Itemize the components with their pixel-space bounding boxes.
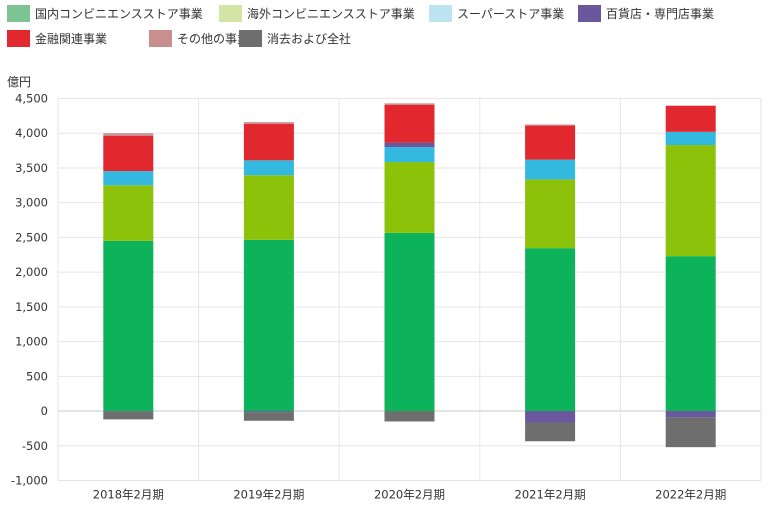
y-tick-label: 3,000	[15, 196, 48, 210]
legend-label: 百貨店・専門店事業	[606, 6, 714, 21]
bar-segment	[525, 179, 576, 249]
x-tick-label: 2019年2月期	[233, 488, 304, 502]
x-tick-label: 2020年2月期	[374, 488, 445, 502]
bar-segment	[525, 248, 576, 412]
legend-label: 海外コンビニエンスストア事業	[247, 6, 415, 21]
bar-segment	[525, 411, 576, 423]
y-axis-unit-label: 億円	[7, 75, 31, 89]
x-tick-label: 2018年2月期	[93, 488, 164, 502]
bar-segment	[103, 240, 154, 412]
legend-label: 金融関連事業	[35, 31, 107, 46]
x-tick-label: 2022年2月期	[655, 488, 726, 502]
bar-segment	[384, 104, 435, 143]
legend-swatch	[219, 5, 242, 22]
bar-segment	[243, 122, 294, 124]
bar-segment	[665, 256, 716, 412]
bars	[103, 103, 716, 448]
bar-segment	[243, 175, 294, 240]
bar-segment	[525, 125, 576, 160]
bar-segment	[384, 232, 435, 412]
bar-segment	[384, 142, 435, 148]
y-tick-label: 0	[41, 404, 48, 418]
legend-label: その他の事業	[177, 32, 249, 46]
bar-segment	[103, 411, 154, 420]
y-tick-label: 3,500	[15, 161, 48, 175]
bar-segment	[665, 105, 716, 132]
bar-segment	[665, 145, 716, 257]
y-tick-label: 500	[26, 369, 48, 383]
bar-segment	[665, 417, 716, 448]
bar-segment	[243, 123, 294, 161]
y-tick-label: -1,000	[11, 474, 48, 488]
y-tick-label: -500	[22, 439, 48, 453]
legend-swatch	[149, 30, 172, 47]
bar-segment	[384, 147, 435, 163]
bar-segment	[243, 239, 294, 412]
bar-segment	[103, 171, 154, 186]
bar-segment	[103, 133, 154, 137]
legend-label: 国内コンビニエンスストア事業	[35, 7, 203, 21]
y-tick-label: 1,000	[15, 335, 48, 349]
legend: 国内コンビニエンスストア事業 海外コンビニエンスストア事業 スーパーストア事業 百貨店…	[7, 5, 714, 47]
y-tick-label: 1,500	[15, 300, 48, 314]
bar-segment	[384, 411, 435, 422]
x-tick-label: 2021年2月期	[515, 488, 586, 502]
bar-segment	[243, 160, 294, 176]
bar-segment	[525, 124, 576, 126]
legend-swatch	[429, 5, 452, 22]
axes: 4,500 4,000 3,500 3,000 2,500 2,000 1,500 1,000…	[11, 92, 726, 502]
bar-segment	[103, 185, 154, 241]
bar-segment	[243, 411, 294, 413]
legend-swatch	[7, 5, 30, 22]
legend-swatch	[578, 5, 601, 22]
bar-segment	[384, 103, 435, 105]
y-tick-label: 4,500	[15, 92, 48, 106]
bar-segment	[665, 131, 716, 146]
bar-segment	[525, 422, 576, 442]
bar-segment	[525, 159, 576, 180]
legend-label: 消去および全社	[267, 31, 351, 46]
legend-label: スーパーストア事業	[457, 7, 564, 21]
legend-swatch	[239, 30, 262, 47]
bar-segment	[384, 162, 435, 233]
bar-segment	[103, 136, 154, 172]
y-tick-label: 2,000	[15, 265, 48, 279]
y-tick-label: 4,000	[15, 126, 48, 140]
bar-segment	[243, 412, 294, 421]
y-tick-label: 2,500	[15, 230, 48, 244]
bar-segment	[665, 411, 716, 418]
legend-swatch	[7, 30, 30, 47]
